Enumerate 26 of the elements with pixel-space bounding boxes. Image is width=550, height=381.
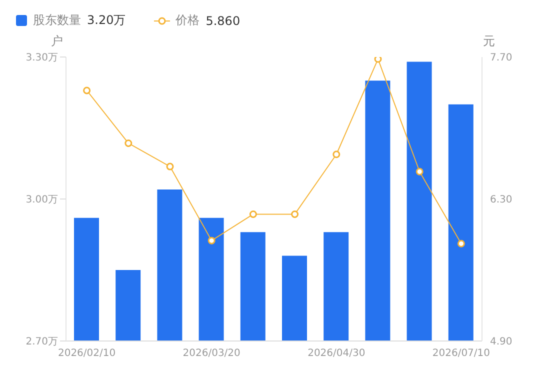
point: [374, 57, 382, 63]
point: [291, 210, 299, 218]
legend-label: 股东数量: [33, 12, 81, 29]
y2-tick-label: 7.70: [490, 52, 512, 64]
text: 3.20万: [87, 12, 126, 29]
point: [208, 236, 216, 244]
y2-tick-label: 4.90: [490, 336, 512, 348]
point: [416, 168, 424, 176]
x-tick-label: 2026/03/20: [182, 348, 240, 360]
point: [332, 150, 340, 158]
y2-axis-title: 元: [483, 34, 495, 48]
x-tick-label: 2026/04/30: [308, 348, 366, 360]
point: [83, 86, 91, 94]
y-tick-label: 3.30万: [26, 52, 58, 64]
x-tick-label: 2026/07/10: [432, 348, 490, 360]
point: [249, 210, 257, 218]
text: 5.860: [206, 14, 240, 28]
y2-tick-label: 6.30: [490, 194, 512, 206]
point: [166, 162, 174, 170]
point: [124, 139, 132, 147]
point: [457, 240, 465, 248]
y-tick-label: 2.70万: [26, 336, 58, 348]
y-axis-title: 户: [51, 34, 63, 48]
y-tick-label: 3.00万: [26, 194, 58, 206]
legend-label: 价格: [176, 12, 200, 29]
x-tick-label: 2026/02/10: [58, 348, 116, 360]
